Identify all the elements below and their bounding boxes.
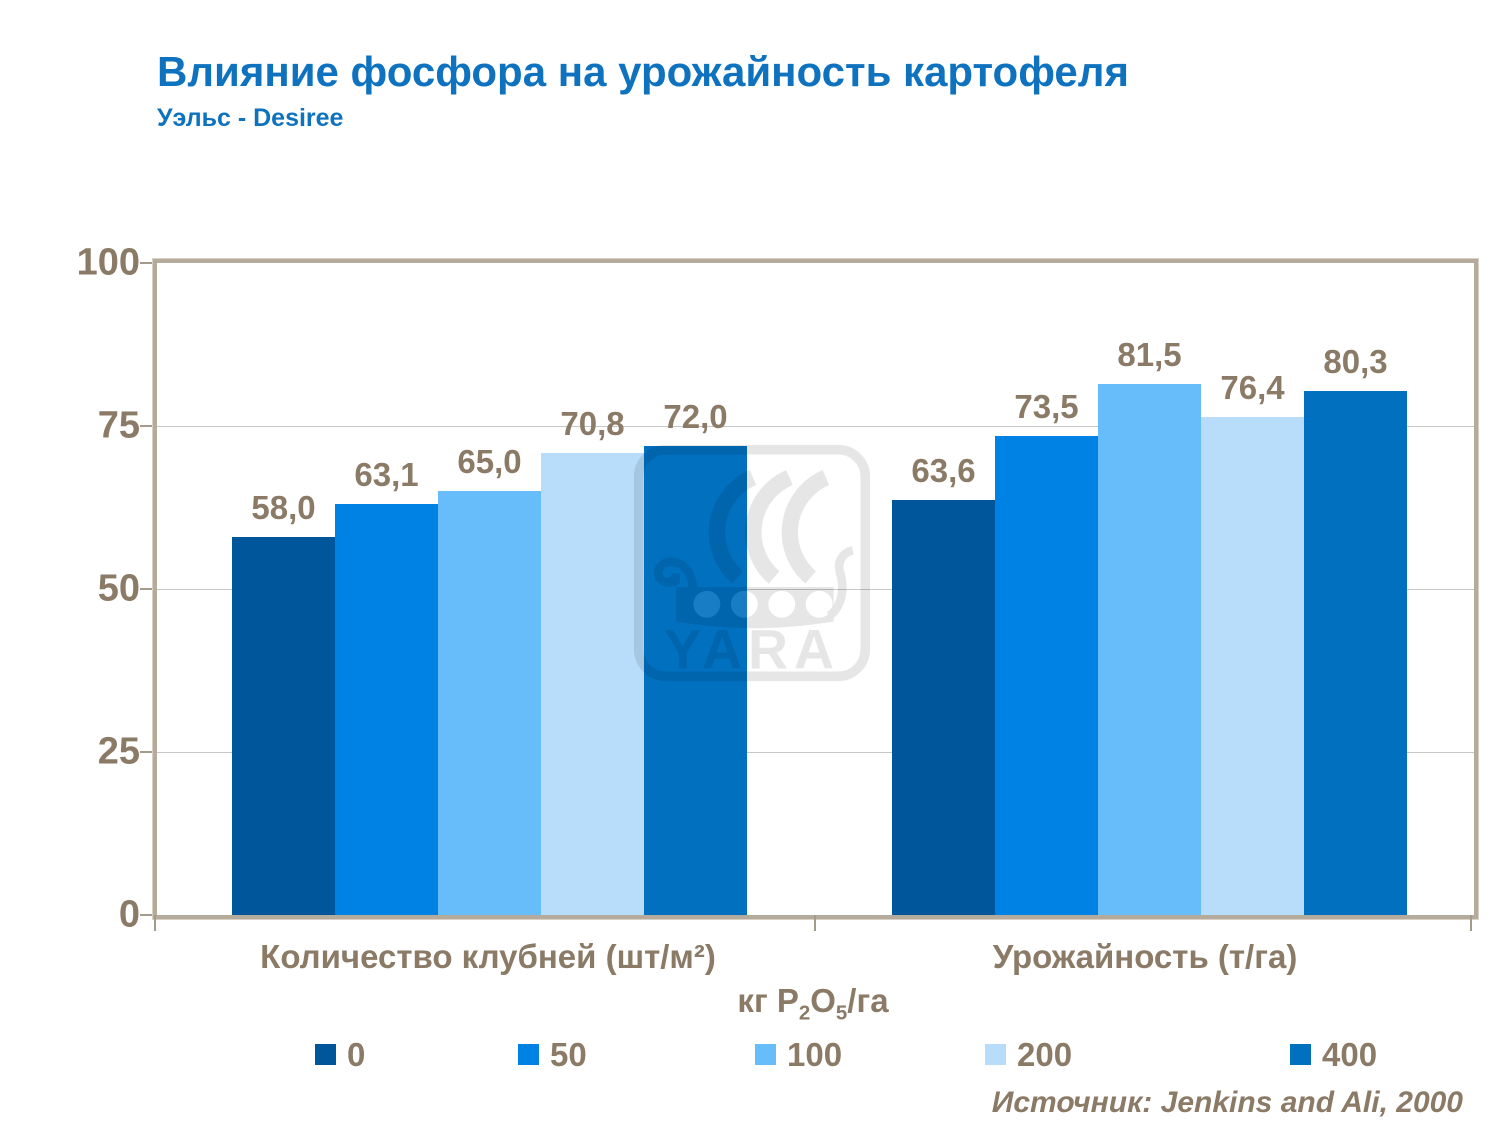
bar-group1-p50 xyxy=(335,503,438,915)
x-axis-title-part: /га xyxy=(847,982,889,1019)
legend-item-50: 50 xyxy=(518,1036,587,1073)
bar-group2-p200 xyxy=(1201,416,1304,915)
legend-swatch-50 xyxy=(518,1044,539,1065)
legend-item-400: 400 xyxy=(1290,1036,1378,1073)
x-axis-tick xyxy=(814,915,816,931)
bar-value-group2-p0: 63,6 xyxy=(911,452,976,490)
bar-value-group2-p400: 80,3 xyxy=(1323,343,1388,381)
y-tick-mark-50 xyxy=(140,588,155,590)
legend-swatch-0 xyxy=(315,1044,336,1065)
legend-swatch-400 xyxy=(1290,1044,1311,1065)
legend-label-400: 400 xyxy=(1322,1036,1378,1073)
bar-group1-p200 xyxy=(541,453,644,915)
bar-group1-p0 xyxy=(232,536,335,915)
bar-group1-p400 xyxy=(644,445,747,915)
category-label-yield: Урожайность (т/га) xyxy=(992,938,1298,975)
bar-value-group1-p50: 63,1 xyxy=(354,455,419,493)
bar-group2-p100 xyxy=(1098,383,1201,915)
bar-group2-p0 xyxy=(892,500,995,915)
y-tick-label-25: 25 xyxy=(97,730,140,773)
legend-label-0: 0 xyxy=(347,1036,366,1073)
plot-area: 58,0 63,6 63,1 73,5 65,0 81,5 70,8 76,4 72,0 80,3 xyxy=(153,259,1478,919)
x-axis-tick xyxy=(1470,915,1472,931)
bar-group2-p400 xyxy=(1304,391,1407,915)
x-axis-title-sub: 5 xyxy=(835,1001,848,1025)
y-tick-mark-25 xyxy=(140,751,155,753)
gridline-25 xyxy=(157,752,1474,753)
bar-value-group1-p100: 65,0 xyxy=(457,443,522,481)
legend-swatch-200 xyxy=(985,1044,1006,1065)
x-axis-title: кг P2O5/га xyxy=(737,982,888,1026)
bar-group1-p100 xyxy=(438,491,541,915)
y-tick-mark-100 xyxy=(140,262,155,264)
y-tick-label-75: 75 xyxy=(97,404,140,447)
y-tick-label-50: 50 xyxy=(97,567,140,610)
category-label-tubers: Количество клубней (шт/м²) xyxy=(260,938,716,975)
page-title: Влияние фосфора на урожайность картофеля xyxy=(157,48,1129,95)
y-tick-label-100: 100 xyxy=(76,241,140,284)
y-tick-mark-0 xyxy=(140,914,155,916)
x-axis-title-part: O xyxy=(810,982,836,1019)
legend-item-0: 0 xyxy=(315,1036,366,1073)
y-tick-label-0: 0 xyxy=(118,893,140,936)
source-note: Источник: Jenkins and Ali, 2000 xyxy=(991,1086,1463,1119)
legend-item-200: 200 xyxy=(985,1036,1073,1073)
legend-label-50: 50 xyxy=(550,1036,587,1073)
legend-item-100: 100 xyxy=(755,1036,843,1073)
gridline-50 xyxy=(157,589,1474,590)
bar-value-group1-p200: 70,8 xyxy=(560,405,625,443)
bar-value-group1-p0: 58,0 xyxy=(251,488,316,526)
bar-value-group2-p50: 73,5 xyxy=(1014,387,1079,425)
bar-value-group2-p200: 76,4 xyxy=(1220,368,1285,406)
legend-label-100: 100 xyxy=(787,1036,843,1073)
x-axis-title-sub: 2 xyxy=(798,1001,811,1025)
y-tick-mark-75 xyxy=(140,425,155,427)
bar-value-group1-p400: 72,0 xyxy=(663,397,728,435)
page-subtitle: Уэльс - Desiree xyxy=(157,104,344,132)
x-axis-tick xyxy=(154,915,156,931)
gridline-75 xyxy=(157,426,1474,427)
x-axis-title-part: кг P xyxy=(737,982,799,1019)
bar-group2-p50 xyxy=(995,435,1098,915)
legend-swatch-100 xyxy=(755,1044,776,1065)
legend-label-200: 200 xyxy=(1017,1036,1073,1073)
legend: 0 50 100 200 400 xyxy=(0,1036,1500,1084)
bar-value-group2-p100: 81,5 xyxy=(1117,335,1182,373)
